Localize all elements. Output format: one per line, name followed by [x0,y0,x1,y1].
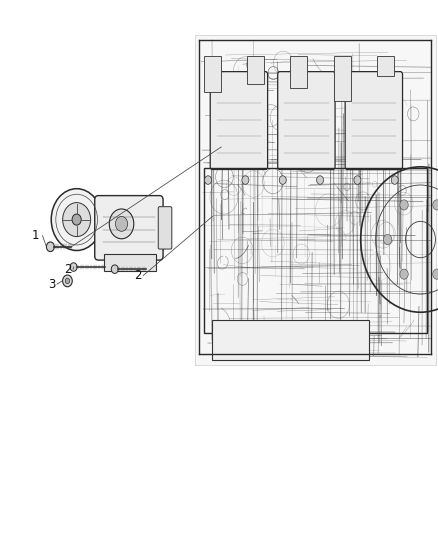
Circle shape [242,176,249,184]
Circle shape [279,176,286,184]
FancyBboxPatch shape [210,71,268,169]
Circle shape [391,176,398,184]
Bar [204,56,221,92]
Circle shape [111,265,118,273]
Circle shape [65,278,70,284]
Circle shape [354,176,361,184]
Circle shape [46,242,54,252]
FancyBboxPatch shape [95,196,163,260]
Circle shape [63,275,72,287]
Bar [195,35,436,365]
Bar [334,56,350,101]
FancyBboxPatch shape [345,71,403,169]
Circle shape [400,269,408,279]
Circle shape [116,216,128,231]
Bar [290,56,307,88]
Text: 3: 3 [48,278,55,290]
FancyBboxPatch shape [212,320,369,360]
Circle shape [72,214,81,225]
Bar [377,56,394,76]
Circle shape [317,176,324,184]
Circle shape [383,235,392,245]
Text: 1: 1 [32,229,40,242]
Circle shape [63,203,91,237]
FancyBboxPatch shape [158,207,172,249]
FancyBboxPatch shape [278,71,335,169]
Circle shape [433,200,438,210]
Circle shape [70,263,77,271]
Circle shape [433,269,438,279]
Bar [247,56,264,84]
Circle shape [109,209,134,239]
FancyBboxPatch shape [104,254,156,271]
Circle shape [51,189,102,251]
Text: 2: 2 [134,269,142,282]
Circle shape [205,176,212,184]
Circle shape [400,200,408,210]
Text: 2: 2 [64,263,72,276]
